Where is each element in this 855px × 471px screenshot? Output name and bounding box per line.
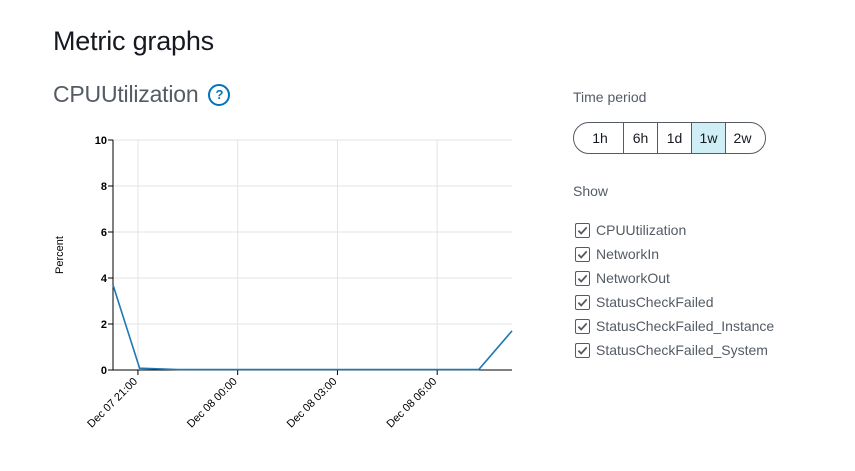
time-period-1h[interactable]: 1h	[592, 130, 608, 146]
cpu-utilization-chart: 0 2 4 6 8 10 Dec 07 21:00 Dec 08 00:00 Dec 08 03…	[54, 135, 513, 431]
y-axis-label: Percent	[54, 236, 66, 274]
checkbox[interactable]	[575, 342, 590, 358]
checkbox[interactable]	[575, 246, 590, 262]
checkmark-icon	[577, 346, 588, 355]
checkmark-icon	[577, 274, 588, 283]
checkbox[interactable]	[575, 294, 590, 310]
show-item-label: StatusCheckFailed_System	[596, 342, 768, 358]
x-tick-label: Dec 08 00:00	[185, 376, 240, 431]
help-icon[interactable]: ?	[208, 83, 231, 106]
show-item-networkout[interactable]: NetworkOut	[575, 266, 774, 290]
show-item-label: StatusCheckFailed_Instance	[596, 318, 775, 334]
y-tick-label: 0	[101, 365, 107, 377]
show-item-statuscheckfailed[interactable]: StatusCheckFailed	[575, 290, 774, 314]
y-tick-label: 10	[95, 135, 107, 147]
metric-title: CPUUtilization	[53, 81, 199, 107]
show-item-label: NetworkOut	[596, 270, 670, 286]
x-tick-label: Dec 08 03:00	[285, 376, 340, 431]
time-period-1w[interactable]: 1w	[691, 123, 725, 153]
checkmark-icon	[577, 226, 588, 235]
checkbox[interactable]	[575, 270, 590, 286]
series-line-cpu-utilization	[112, 284, 513, 371]
time-period-2w[interactable]: 2w	[725, 123, 765, 153]
time-period-selector[interactable]: 1h 6h 1d 1w 2w	[573, 122, 766, 154]
checkbox[interactable]	[575, 222, 590, 238]
show-item-label: NetworkIn	[596, 246, 660, 262]
show-item-statuscheckfailed-system[interactable]: StatusCheckFailed_System	[575, 338, 774, 362]
checkmark-icon	[577, 298, 588, 307]
x-tick-label: Dec 08 06:00	[385, 376, 440, 431]
metric-checkbox-list: CPUUtilization NetworkIn NetworkOut StatusC…	[575, 218, 774, 362]
y-tick-label: 4	[101, 273, 108, 285]
page-title: Metric graphs	[53, 26, 214, 56]
time-period-1d[interactable]: 1d	[657, 123, 691, 153]
show-item-cpuutilization[interactable]: CPUUtilization	[575, 218, 774, 242]
time-period-6h[interactable]: 6h	[623, 123, 657, 153]
checkmark-icon	[577, 322, 588, 331]
checkbox[interactable]	[575, 318, 590, 334]
show-item-label: CPUUtilization	[596, 222, 687, 238]
checkmark-icon	[577, 250, 588, 259]
show-item-label: StatusCheckFailed	[596, 294, 714, 310]
show-label: Show	[573, 183, 609, 199]
x-tick-label: Dec 07 21:00	[85, 376, 140, 431]
metric-header: CPUUtilization ?	[53, 81, 231, 108]
y-tick-label: 2	[101, 319, 107, 331]
time-period-label: Time period	[573, 89, 647, 105]
y-tick-label: 8	[101, 181, 107, 193]
show-item-networkin[interactable]: NetworkIn	[575, 242, 774, 266]
show-item-statuscheckfailed-instance[interactable]: StatusCheckFailed_Instance	[575, 314, 774, 338]
y-tick-label: 6	[101, 227, 107, 239]
